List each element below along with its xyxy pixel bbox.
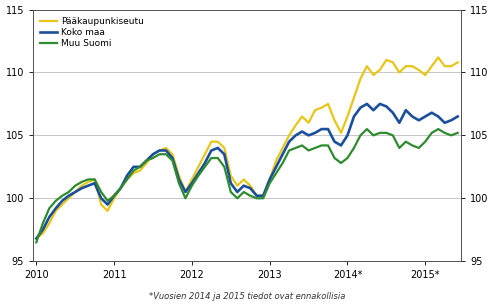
Pääkaupunkiseutu xyxy=(364,64,370,68)
Pääkaupunkiseutu xyxy=(137,169,143,172)
Koko maa xyxy=(429,111,435,115)
Muu Suomi xyxy=(163,152,169,156)
Pääkaupunkiseutu xyxy=(435,56,441,59)
Koko maa xyxy=(364,102,370,106)
Koko maa xyxy=(163,149,169,152)
Legend: Pääkaupunkiseutu, Koko maa, Muu Suomi: Pääkaupunkiseutu, Koko maa, Muu Suomi xyxy=(38,14,147,51)
Koko maa xyxy=(370,109,376,112)
Muu Suomi xyxy=(454,131,460,135)
Muu Suomi xyxy=(370,133,376,137)
Muu Suomi xyxy=(429,131,435,135)
Muu Suomi xyxy=(137,165,143,169)
Pääkaupunkiseutu xyxy=(454,60,460,64)
Koko maa xyxy=(66,194,72,198)
Line: Muu Suomi: Muu Suomi xyxy=(37,129,457,242)
Koko maa xyxy=(215,146,221,150)
Koko maa xyxy=(454,115,460,118)
Pääkaupunkiseutu xyxy=(66,196,72,200)
Pääkaupunkiseutu xyxy=(163,146,169,150)
Muu Suomi xyxy=(215,156,221,160)
Line: Pääkaupunkiseutu: Pääkaupunkiseutu xyxy=(37,57,457,239)
Muu Suomi xyxy=(364,127,370,131)
Pääkaupunkiseutu xyxy=(422,73,428,77)
Muu Suomi xyxy=(66,190,72,194)
Pääkaupunkiseutu xyxy=(34,237,40,240)
Line: Koko maa: Koko maa xyxy=(37,104,457,239)
Muu Suomi xyxy=(34,240,40,244)
Koko maa xyxy=(34,237,40,240)
Koko maa xyxy=(137,165,143,169)
Pääkaupunkiseutu xyxy=(215,140,221,143)
Text: *Vuosien 2014 ja 2015 tiedot ovat ennakollisia: *Vuosien 2014 ja 2015 tiedot ovat ennako… xyxy=(149,292,345,301)
